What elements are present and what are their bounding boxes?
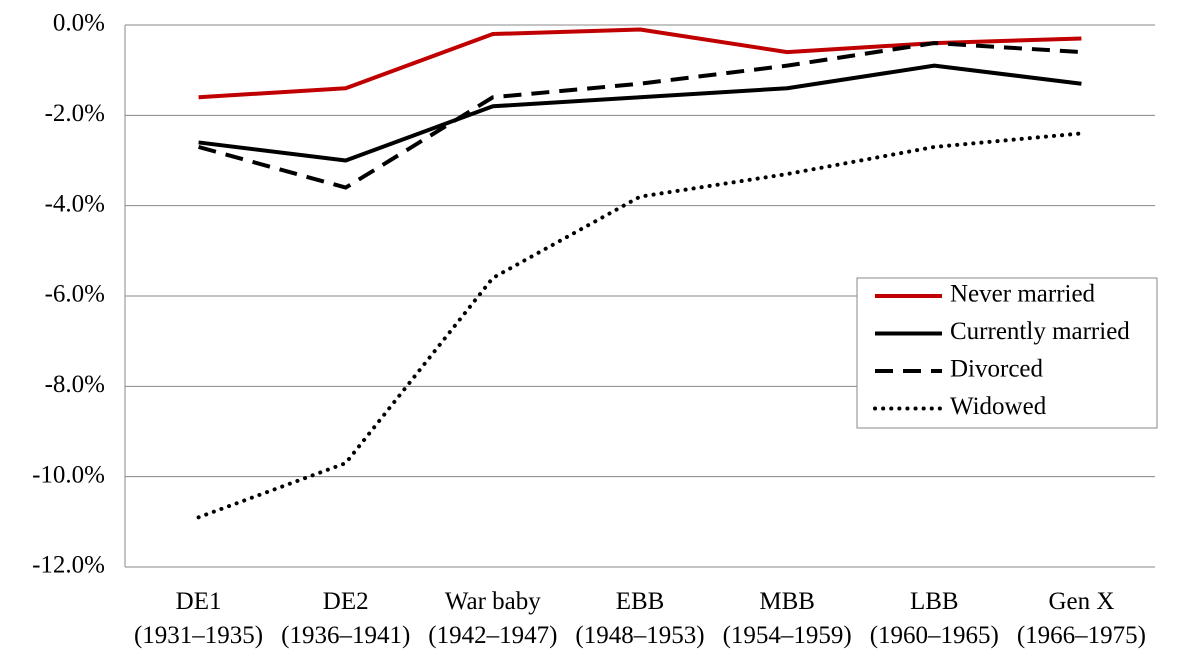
- y-tick-label: -4.0%: [45, 190, 105, 217]
- legend-box: [856, 277, 1158, 429]
- x-tick-label: War baby (1942–1947): [428, 588, 558, 649]
- x-tick-label: Gen X (1966–1975): [1016, 588, 1146, 649]
- legend-label: Never married: [950, 281, 1096, 308]
- x-tick-label: DE1 (1931–1935): [133, 588, 264, 649]
- series-line: [198, 63, 1082, 163]
- legend-label: Divorced: [950, 356, 1044, 383]
- y-tick-label: -10.0%: [32, 461, 105, 488]
- x-tick-label: LBB (1960–1965): [869, 588, 999, 649]
- y-tick-label: -12.0%: [32, 552, 105, 579]
- x-tick-label: MBB (1954–1959): [722, 588, 852, 649]
- series-line: [198, 27, 1082, 100]
- x-tick-label: DE2 (1936–1941): [281, 588, 411, 649]
- legend-label: Widowed: [950, 393, 1047, 420]
- y-tick-label: -6.0%: [45, 281, 105, 308]
- y-tick-label: -8.0%: [45, 371, 105, 398]
- y-tick-label: -2.0%: [45, 100, 105, 127]
- series-line: [198, 41, 1082, 190]
- y-tick-label: 0.0%: [53, 10, 105, 37]
- x-tick-label: EBB (1948–1953): [575, 588, 705, 649]
- legend-label: Currently married: [950, 318, 1130, 345]
- series-line: [196, 131, 1084, 520]
